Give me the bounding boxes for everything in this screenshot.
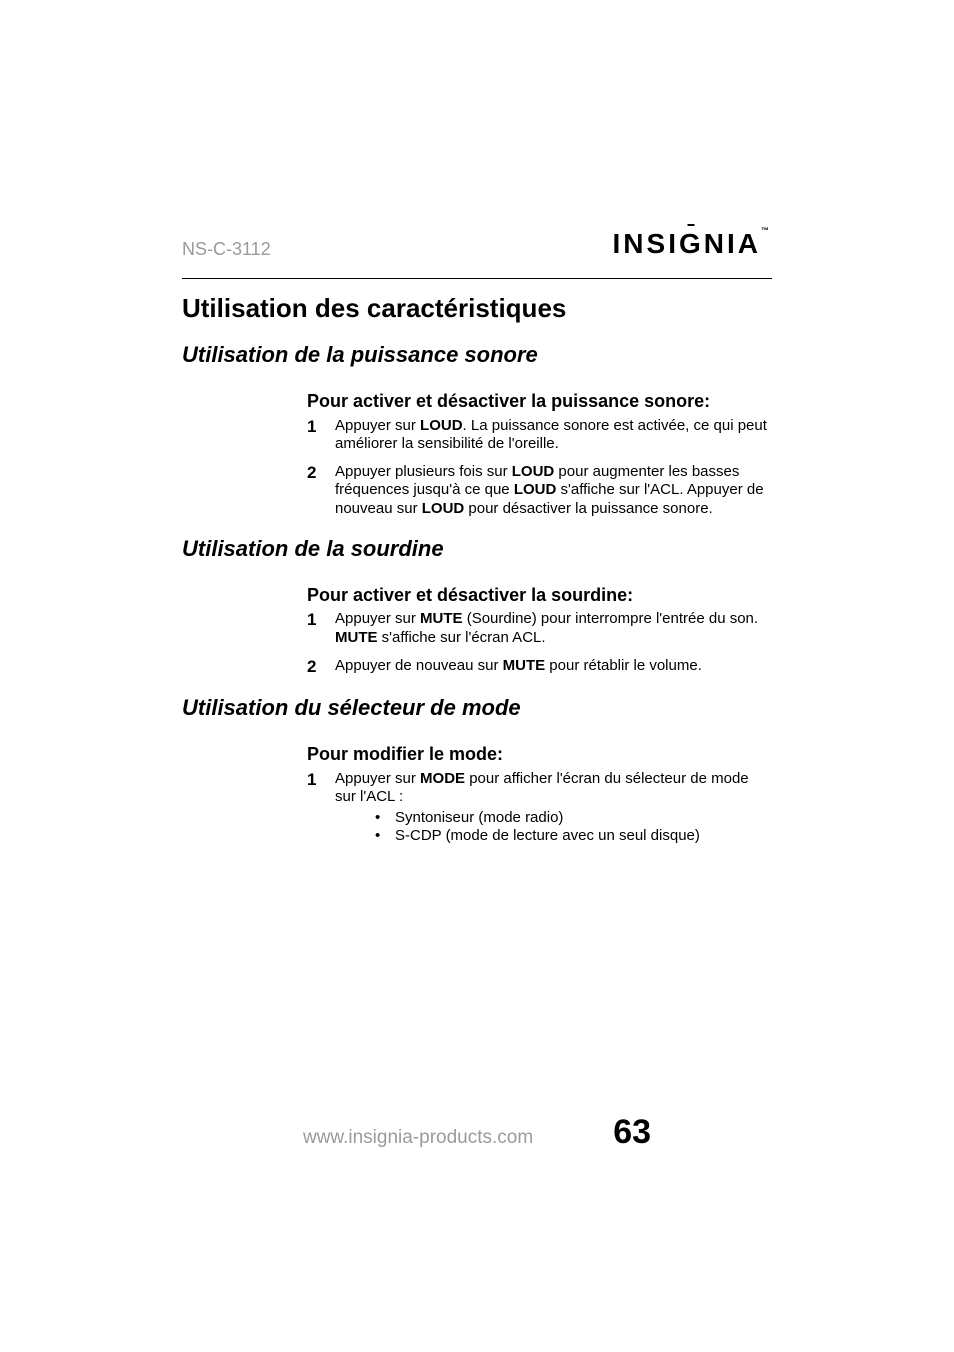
bullet-text: Syntoniseur (mode radio): [395, 809, 563, 828]
section-heading: Utilisation de la sourdine: [182, 536, 772, 562]
list-item-number: 2: [307, 463, 335, 518]
bold-text: MUTE: [335, 629, 378, 646]
brand-text-post: NIA: [704, 228, 761, 259]
header-row: NS-C-3112 INSIGNIA™: [182, 228, 772, 260]
bold-text: LOUD: [422, 500, 465, 517]
page-title: Utilisation des caractéristiques: [182, 293, 772, 324]
section-subheading: Pour activer et désactiver la sourdine:: [307, 584, 772, 607]
list-item-body: Appuyer sur LOUD. La puissance sonore es…: [335, 417, 772, 454]
sections-container: Utilisation de la puissance sonore Pour a…: [182, 342, 772, 846]
footer-page-number: 63: [613, 1113, 651, 1152]
list-item-number: 2: [307, 657, 335, 677]
section-heading: Utilisation du sélecteur de mode: [182, 695, 772, 721]
body-text: pour rétablir le volume.: [545, 657, 702, 674]
footer-url: www.insignia-products.com: [303, 1127, 533, 1149]
section-subheading: Pour modifier le mode:: [307, 743, 772, 766]
list-item-body: Appuyer de nouveau sur MUTE pour rétabli…: [335, 657, 702, 677]
numbered-list: 1Appuyer sur MODE pour afficher l'écran …: [307, 770, 772, 846]
bold-text: LOUD: [512, 463, 555, 480]
list-item-body: Appuyer plusieurs fois sur LOUD pour aug…: [335, 463, 772, 518]
bold-text: MUTE: [503, 657, 546, 674]
numbered-list: 1Appuyer sur MUTE (Sourdine) pour interr…: [307, 610, 772, 677]
section-heading: Utilisation de la puissance sonore: [182, 342, 772, 368]
section-subheading: Pour activer et désactiver la puissance …: [307, 390, 772, 413]
list-item: 2Appuyer de nouveau sur MUTE pour rétabl…: [307, 657, 772, 677]
body-text: pour désactiver la puissance sonore.: [464, 500, 712, 517]
list-item-number: 1: [307, 610, 335, 647]
brand-text-pre: INSI: [613, 228, 679, 259]
bold-text: MUTE: [420, 610, 463, 627]
body-text: Appuyer sur: [335, 770, 420, 787]
list-item-number: 1: [307, 417, 335, 454]
bullet-list: •Syntoniseur (mode radio)•S-CDP (mode de…: [375, 809, 772, 847]
body-text: Appuyer sur: [335, 610, 420, 627]
list-item: 2Appuyer plusieurs fois sur LOUD pour au…: [307, 463, 772, 518]
model-number: NS-C-3112: [182, 239, 271, 260]
bullet-icon: •: [375, 809, 395, 828]
brand-logo: INSIGNIA™: [613, 228, 772, 260]
bold-text: LOUD: [420, 417, 463, 434]
footer: www.insignia-products.com 63: [0, 1113, 954, 1152]
bullet-item: •S-CDP (mode de lecture avec un seul dis…: [375, 827, 772, 846]
bold-text: MODE: [420, 770, 465, 787]
body-text: s'affiche sur l'écran ACL.: [378, 629, 546, 646]
list-item-body: Appuyer sur MODE pour afficher l'écran d…: [335, 770, 772, 846]
list-item: 1Appuyer sur MUTE (Sourdine) pour interr…: [307, 610, 772, 647]
numbered-list: 1Appuyer sur LOUD. La puissance sonore e…: [307, 417, 772, 518]
brand-text-g: G: [679, 228, 704, 260]
list-item-number: 1: [307, 770, 335, 846]
brand-tm: ™: [761, 226, 772, 235]
body-text: Appuyer plusieurs fois sur: [335, 463, 512, 480]
list-item: 1Appuyer sur LOUD. La puissance sonore e…: [307, 417, 772, 454]
bullet-text: S-CDP (mode de lecture avec un seul disq…: [395, 827, 700, 846]
bullet-item: •Syntoniseur (mode radio): [375, 809, 772, 828]
body-text: (Sourdine) pour interrompre l'entrée du …: [463, 610, 759, 627]
header-rule: [182, 278, 772, 279]
list-item-body: Appuyer sur MUTE (Sourdine) pour interro…: [335, 610, 772, 647]
bullet-icon: •: [375, 827, 395, 846]
bold-text: LOUD: [514, 481, 557, 498]
body-text: Appuyer de nouveau sur: [335, 657, 503, 674]
list-item: 1Appuyer sur MODE pour afficher l'écran …: [307, 770, 772, 846]
body-text: Appuyer sur: [335, 417, 420, 434]
